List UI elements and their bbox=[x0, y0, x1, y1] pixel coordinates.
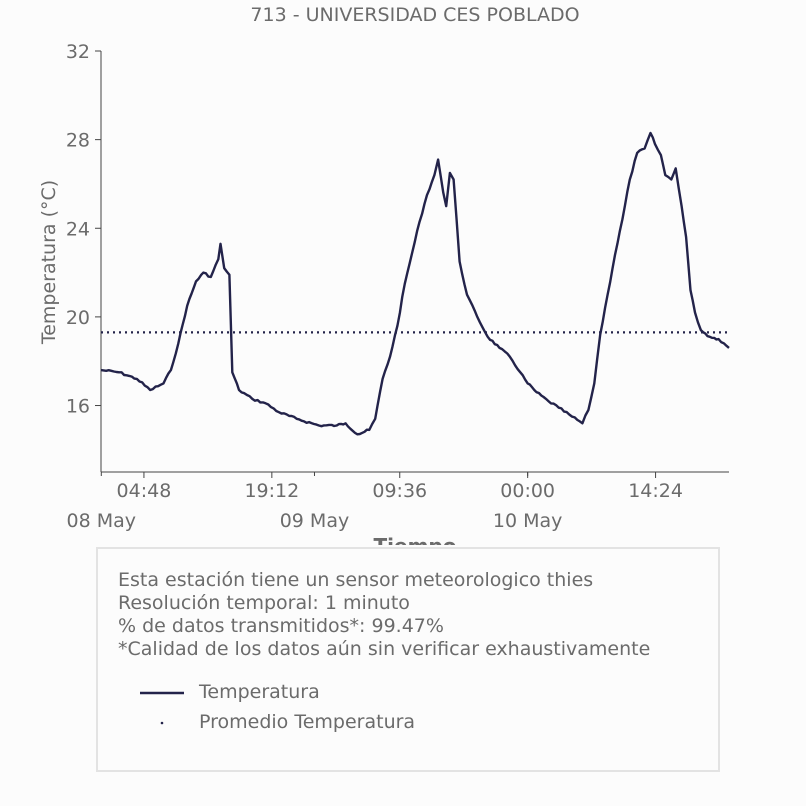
info-legend-box: Esta estación tiene un sensor meteorolog… bbox=[96, 547, 720, 772]
legend-temperature-label: Temperatura bbox=[199, 681, 320, 703]
x-date-label: 10 May bbox=[493, 510, 563, 532]
x-axis-label: Tiempo bbox=[374, 534, 457, 545]
y-tick-label: 16 bbox=[66, 396, 90, 418]
x-tick-label: 00:00 bbox=[500, 480, 555, 502]
chart-title: 713 - UNIVERSIDAD CES POBLADO bbox=[250, 4, 579, 26]
y-axis-label: Temperatura (°C) bbox=[38, 180, 60, 345]
info-transmitted-text: % de datos transmitidos*: 99.47% bbox=[118, 615, 444, 637]
x-tick-label: 04:48 bbox=[117, 480, 172, 502]
y-axis-ticks: 16 20 24 28 32 bbox=[66, 41, 101, 418]
x-tick-label: 09:36 bbox=[372, 480, 427, 502]
info-sensor-text: Esta estación tiene un sensor meteorolog… bbox=[118, 569, 594, 591]
legend-swatches bbox=[140, 691, 184, 725]
x-date-label: 09 May bbox=[280, 510, 350, 532]
y-tick-label: 24 bbox=[66, 218, 90, 240]
x-tick-label: 14:24 bbox=[628, 480, 683, 502]
info-resolution-text: Resolución temporal: 1 minuto bbox=[118, 592, 410, 614]
y-tick-label: 32 bbox=[66, 41, 90, 63]
x-axis-ticks: 04:48 19:12 09:36 00:00 14:24 08 May 09 May 10 … bbox=[67, 472, 683, 532]
info-quality-text: *Calidad de los datos aún sin verificar … bbox=[118, 638, 651, 660]
x-date-label: 08 May bbox=[67, 510, 137, 532]
y-tick-label: 20 bbox=[66, 307, 90, 329]
x-tick-label: 19:12 bbox=[244, 480, 299, 502]
y-tick-label: 28 bbox=[66, 130, 90, 152]
legend-mean-swatch bbox=[160, 721, 164, 725]
legend-mean-label: Promedio Temperatura bbox=[199, 711, 416, 733]
temperature-series-line bbox=[100, 131, 730, 436]
temperature-chart: 713 - UNIVERSIDAD CES POBLADO 16 20 24 28 32… bbox=[38, 4, 730, 545]
